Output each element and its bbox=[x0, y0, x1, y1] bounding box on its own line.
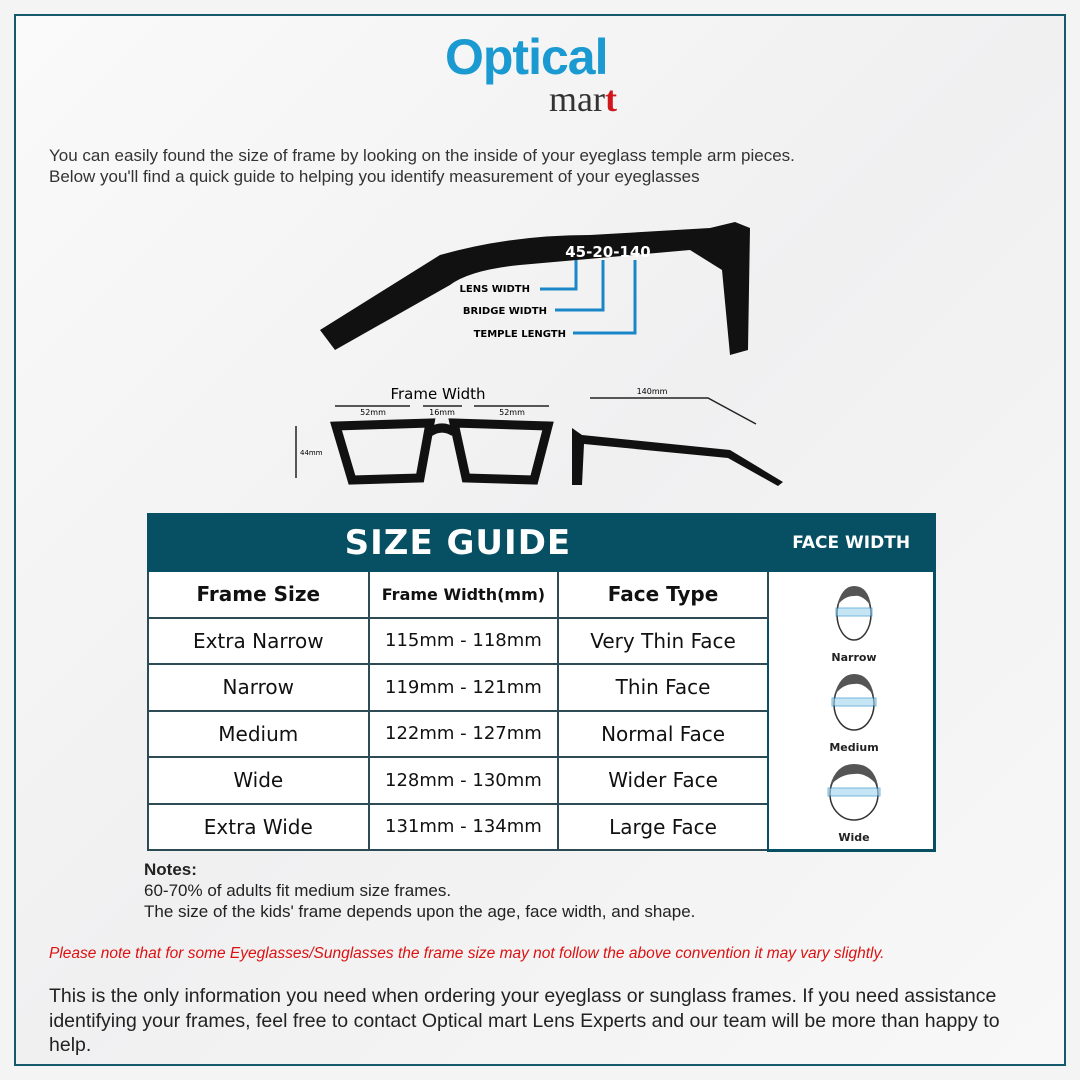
glasses-diagram: 45-20-140 LENS WIDTH BRIDGE WIDTH TEMPLE… bbox=[295, 222, 783, 486]
table-row: Narrow 119mm - 121mm Thin Face bbox=[147, 663, 935, 712]
dimension-lines bbox=[295, 397, 757, 478]
col-face-type: Face Type bbox=[557, 570, 769, 619]
size-guide-table: SIZE GUIDE FACE WIDTH Frame Size Frame W… bbox=[147, 513, 936, 852]
optical-mart-logo: Optical mart bbox=[445, 28, 645, 119]
lens2-dim: 52mm bbox=[499, 408, 525, 417]
table-row: Extra Wide 131mm - 134mm Large Face bbox=[147, 802, 935, 851]
size-code: 45-20-140 bbox=[565, 243, 651, 261]
face-narrow: Narrow bbox=[822, 578, 886, 664]
intro-line-2: Below you'll find a quick guide to helpi… bbox=[49, 167, 700, 186]
height-dim: 44mm bbox=[300, 449, 323, 457]
face-medium: Medium bbox=[822, 668, 886, 754]
size-guide-title: SIZE GUIDE bbox=[147, 513, 769, 572]
logo-top: Optical bbox=[445, 29, 608, 85]
lens-width-label: LENS WIDTH bbox=[460, 284, 531, 295]
intro-text: You can easily found the size of frame b… bbox=[49, 145, 795, 187]
lens-dim: 52mm bbox=[360, 408, 386, 417]
notes-line-1: 60-70% of adults fit medium size frames. bbox=[144, 881, 452, 900]
face-icon bbox=[827, 764, 881, 821]
bridge-dim: 16mm bbox=[429, 408, 455, 417]
front-frame-drawing bbox=[330, 418, 554, 485]
notes-line-2: The size of the kids' frame depends upon… bbox=[144, 902, 696, 921]
temple-dim: 140mm bbox=[637, 387, 668, 396]
notes: Notes: 60-70% of adults fit medium size … bbox=[144, 859, 695, 922]
temple-arm-side-view bbox=[320, 222, 750, 355]
col-frame-width: Frame Width(mm) bbox=[367, 570, 560, 619]
logo-bottom: mart bbox=[549, 79, 617, 119]
face-icon bbox=[835, 586, 873, 641]
bridge-width-label: BRIDGE WIDTH bbox=[463, 306, 547, 317]
face-width-illustrations: Narrow Medium Wide bbox=[770, 572, 933, 848]
temple-length-label: TEMPLE LENGTH bbox=[474, 329, 566, 340]
face-width-title: FACE WIDTH bbox=[766, 513, 936, 572]
callout-lines bbox=[540, 260, 637, 335]
notes-title: Notes: bbox=[144, 860, 197, 879]
side-frame-drawing bbox=[572, 428, 783, 486]
intro-line-1: You can easily found the size of frame b… bbox=[49, 146, 795, 165]
table-row: Wide 128mm - 130mm Wider Face bbox=[147, 756, 935, 805]
table-row: Medium 122mm - 127mm Normal Face bbox=[147, 709, 935, 758]
face-wide: Wide bbox=[822, 758, 886, 844]
disclaimer: Please note that for some Eyeglasses/Sun… bbox=[49, 945, 885, 962]
closing-text: This is the only information you need wh… bbox=[49, 985, 1000, 1056]
face-icon bbox=[831, 674, 877, 731]
table-row: Extra Narrow 115mm - 118mm Very Thin Face bbox=[147, 616, 935, 665]
col-frame-size: Frame Size bbox=[147, 570, 370, 619]
frame-width-title: Frame Width bbox=[390, 385, 485, 403]
